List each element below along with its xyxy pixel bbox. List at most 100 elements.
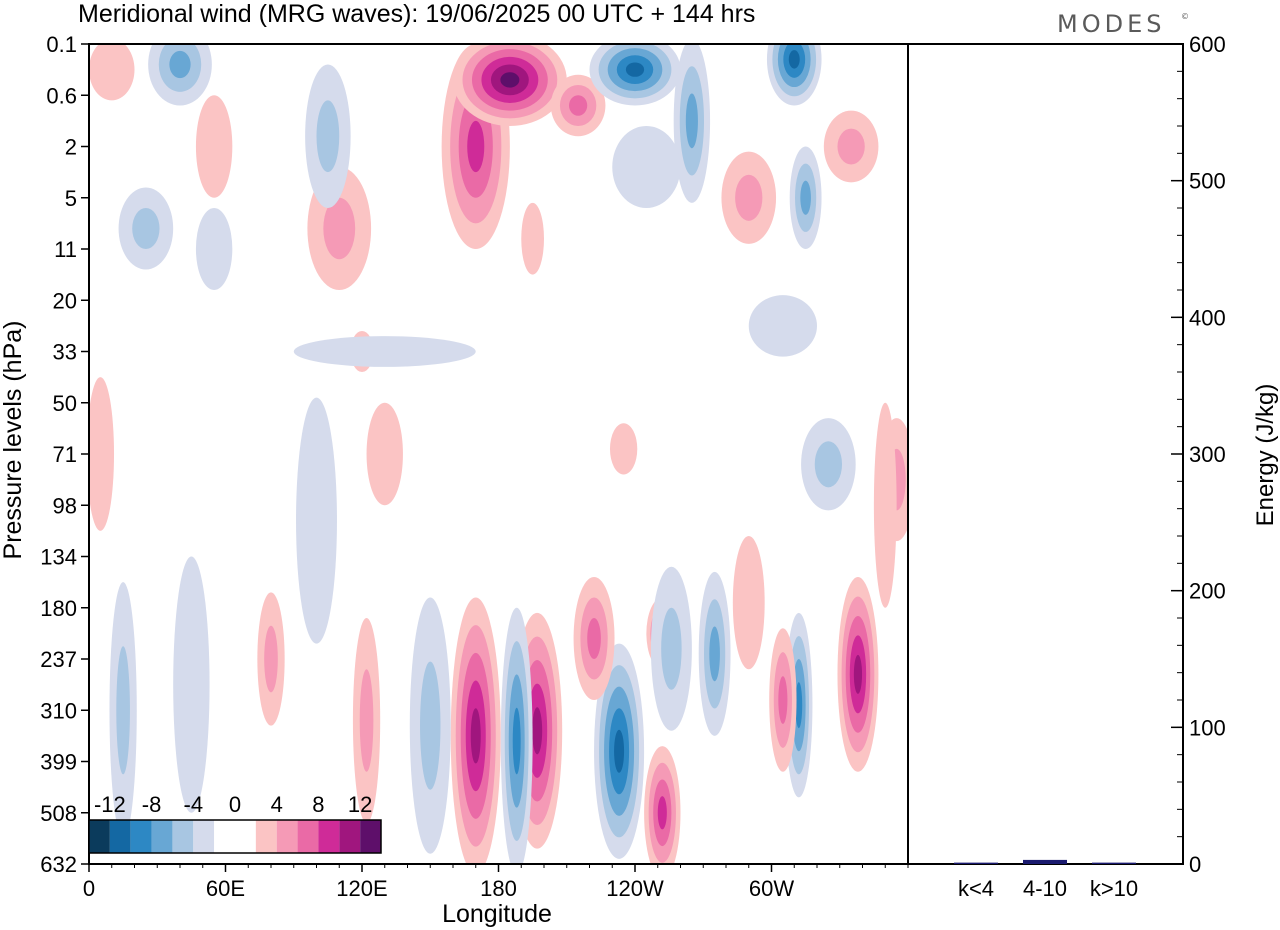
energy-tick-label: 300: [1189, 442, 1226, 467]
contour-band: [873, 402, 897, 608]
contour-band: [837, 128, 865, 165]
contour-band: [521, 202, 544, 275]
pressure-tick-label: 11: [54, 237, 77, 262]
pressure-tick-label: 237: [40, 647, 77, 672]
colorbar-label: 4: [271, 792, 283, 817]
contour-band: [532, 707, 543, 755]
contour-band: [800, 180, 811, 215]
wind-cell: [873, 402, 897, 608]
energy-category-label: k<4: [958, 876, 994, 901]
contour-band: [116, 646, 130, 775]
pressure-tick-label: 33: [53, 340, 77, 365]
wind-cell: [521, 202, 544, 275]
contour-band: [195, 208, 233, 290]
contour-band: [748, 295, 817, 357]
colorbar-swatch: [297, 820, 319, 853]
pressure-tick-label: 399: [40, 750, 77, 775]
colorbar-swatch: [130, 820, 152, 853]
contour-band: [366, 402, 403, 506]
contour-band: [89, 377, 115, 531]
contour-band: [296, 397, 337, 644]
pressure-axis: 0.1 0.6 2 5 11 20 33 50 71 98 134 180 237 310 399 508 63…: [40, 32, 89, 877]
wind-cell: [698, 571, 731, 736]
pressure-tick-label: 134: [40, 545, 77, 570]
longitude-tick-label: 0: [83, 876, 95, 901]
wind-cell: [89, 377, 115, 531]
wind-cell: [352, 618, 381, 823]
contour-band: [293, 336, 476, 367]
wind-cell: [766, 44, 822, 106]
longitude-tick-label: 120E: [336, 876, 387, 901]
contour-band: [732, 536, 765, 670]
contour-band: [612, 126, 681, 208]
wind-cell: [453, 44, 567, 126]
contour-band: [323, 197, 356, 260]
energy-bar: [1023, 859, 1067, 864]
colorbar-frame: [88, 819, 382, 854]
wind-cell: [573, 577, 615, 700]
pressure-tick-label: 310: [40, 698, 77, 723]
contour-band: [169, 50, 191, 79]
energy-category-label: k>10: [1090, 876, 1138, 901]
wind-cell: [589, 44, 681, 106]
longitude-tick-label: 60E: [206, 876, 245, 901]
contour-band: [420, 661, 441, 790]
wind-cell: [673, 44, 711, 203]
contour-band: [609, 423, 638, 475]
colorbar-label: -4: [184, 792, 204, 817]
pressure-tick-label: 50: [53, 391, 77, 416]
contour-band: [500, 72, 520, 88]
colorbar-swatch: [89, 820, 110, 853]
wind-cell: [409, 597, 451, 854]
contour-band: [661, 607, 682, 690]
contour-band: [795, 682, 803, 729]
energy-category-label: 4-10: [1023, 876, 1067, 901]
energy-axis-title: Energy (J/kg): [1252, 384, 1279, 527]
contour-band: [316, 100, 340, 173]
contour-band: [735, 174, 763, 221]
energy-axis: 0 100 200 300 400 500 600: [1171, 32, 1226, 877]
x-axis-title: Longitude: [442, 900, 552, 928]
contour-band: [132, 208, 160, 249]
colorbar: -12 -8 -4 0 4 8 12: [88, 792, 382, 854]
contour-band: [467, 120, 485, 173]
colorbar-swatch: [193, 820, 215, 853]
wind-cell: [823, 110, 879, 183]
wind-cell: [366, 402, 403, 506]
pressure-tick-label: 98: [53, 493, 77, 518]
modes-logo-mark: ©: [1181, 12, 1193, 21]
energy-bar: [1092, 862, 1136, 864]
pressure-tick-label: 20: [53, 288, 77, 313]
pressure-tick-label: 71: [53, 442, 77, 467]
contour-band: [512, 707, 521, 775]
contour-band: [709, 626, 720, 682]
pressure-tick-label: 508: [40, 801, 77, 826]
contour-band: [89, 44, 135, 101]
energy-tick-label: 200: [1189, 579, 1226, 604]
longitude-tick-label: 180: [480, 876, 517, 901]
wind-cell: [732, 536, 765, 670]
colorbar-label: 12: [348, 792, 372, 817]
contour-band: [587, 618, 601, 659]
energy-tick-label: 600: [1189, 32, 1226, 57]
colorbar-swatch: [276, 820, 298, 853]
wind-cell: [257, 592, 285, 726]
wind-cell: [769, 628, 797, 772]
wind-cell: [609, 423, 638, 475]
longitude-axis: 0 60E 120E 180 120W 60W: [83, 864, 909, 901]
modes-logo: MODES: [1057, 10, 1165, 38]
colorbar-swatch: [235, 820, 256, 853]
wind-cell: [801, 418, 856, 511]
contour-band: [853, 654, 863, 694]
energy-bars: k<4 4-10 k>10: [954, 859, 1138, 901]
longitude-tick-label: 60W: [749, 876, 794, 901]
colorbar-swatch: [255, 820, 277, 853]
wind-cell: [837, 577, 879, 772]
pressure-tick-label: 2: [65, 135, 77, 160]
colorbar-swatch: [360, 820, 381, 853]
pressure-tick-label: 0.1: [46, 32, 77, 57]
contour-band: [625, 62, 645, 77]
contour-band: [195, 95, 233, 198]
wind-cell: [644, 746, 681, 864]
wind-cell: [789, 146, 822, 249]
